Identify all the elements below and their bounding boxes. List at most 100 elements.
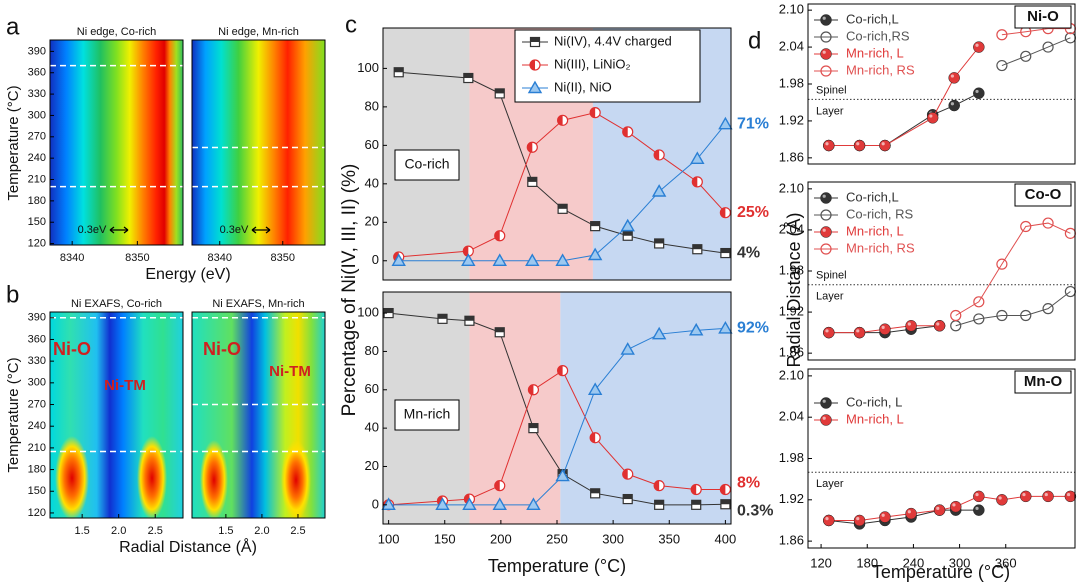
- data-point: [853, 139, 866, 152]
- y-tick-label: 20: [365, 214, 379, 229]
- x-tick-label: 150: [434, 531, 456, 546]
- marker-shine: [975, 43, 979, 47]
- y-tick-label: 210: [28, 442, 46, 454]
- data-point: [651, 326, 667, 340]
- marker-fill: [654, 480, 660, 491]
- y-tick-label: 80: [365, 343, 379, 358]
- y-tick-label: 150: [28, 216, 46, 228]
- y-tick-label: 2.04: [779, 409, 804, 424]
- marker-shine: [825, 142, 829, 146]
- x-axis-label: Radial Distance (Å): [119, 537, 257, 556]
- legend-marker: [820, 243, 832, 255]
- marker-fill: [720, 484, 726, 495]
- annotation-arrow: [109, 226, 129, 234]
- y-tick-label: 1.86: [779, 533, 804, 548]
- marker-fill: [622, 469, 628, 480]
- data-point: [948, 99, 960, 112]
- data-point: [996, 309, 1008, 322]
- series-line: [1001, 28, 1071, 36]
- marker-fill: [528, 423, 538, 429]
- legend-label: Co-rich,RS: [846, 28, 910, 43]
- y-tick-label: 180: [28, 463, 46, 475]
- data-point: [996, 258, 1008, 270]
- plot-frame: [191, 311, 326, 519]
- title-box: [1014, 370, 1072, 394]
- marker-shine: [822, 399, 826, 403]
- marker-shine: [975, 89, 979, 94]
- marker-shine: [1044, 492, 1048, 497]
- marker-fill: [384, 308, 394, 314]
- data-point: [1042, 490, 1054, 503]
- y-tick-label: 360: [28, 333, 46, 345]
- marker-shine: [1066, 492, 1071, 497]
- end-label: 8%: [737, 475, 760, 492]
- x-tick-label: 240: [903, 555, 925, 570]
- marker-fill: [692, 244, 702, 250]
- annotation: Ni-TM: [269, 363, 311, 380]
- data-point: [1020, 50, 1032, 62]
- plot-frame: [191, 39, 326, 246]
- data-point: [620, 218, 635, 232]
- marker-shine: [822, 16, 826, 20]
- marker-fill: [720, 248, 730, 254]
- legend-label: Mn-rich, L: [846, 45, 904, 60]
- data-point: [823, 514, 835, 527]
- marker-fill: [463, 73, 473, 79]
- data-point: [933, 320, 946, 332]
- data-point: [853, 514, 866, 527]
- data-point: [973, 296, 985, 308]
- y-axis-label: Radial Distance (Å): [784, 212, 804, 367]
- marker-fill: [557, 365, 563, 376]
- label-box: [394, 399, 460, 431]
- marker-fill: [654, 238, 664, 244]
- data-point: [823, 326, 835, 339]
- x-tick-label: 8340: [207, 252, 231, 264]
- data-point: [973, 41, 985, 53]
- y-tick-label: 390: [28, 45, 46, 57]
- marker-fill: [692, 176, 698, 187]
- legend-marker: [527, 80, 543, 94]
- legend-label: Mn-rich, RS: [846, 62, 915, 77]
- heatmap-blob: [55, 436, 89, 520]
- panel-note: Mn-rich: [404, 406, 451, 422]
- plot-frame: [382, 27, 732, 281]
- marker-fill: [437, 314, 447, 319]
- marker-shine: [936, 506, 940, 510]
- marker-fill: [654, 500, 664, 505]
- subplot-title: Co-O: [1025, 186, 1062, 203]
- marker-fill: [557, 115, 563, 126]
- marker-fill: [623, 494, 633, 500]
- y-tick-label: 40: [365, 175, 379, 190]
- data-point: [391, 253, 406, 266]
- marker-shine: [950, 102, 954, 106]
- data-point: [435, 497, 450, 511]
- marker-fill: [720, 207, 726, 218]
- data-point: [718, 116, 733, 130]
- data-point: [879, 323, 891, 335]
- y-tick-label: 300: [28, 109, 46, 121]
- marker-shine: [881, 142, 885, 146]
- data-point: [688, 322, 704, 336]
- marker-shine: [907, 510, 911, 514]
- marker-fill: [590, 107, 596, 118]
- data-point: [905, 507, 917, 520]
- annotation: Ni-TM: [104, 377, 146, 394]
- y-tick-label: 1.92: [779, 491, 804, 506]
- marker-fill: [527, 142, 533, 153]
- legend-label: Co-rich, RS: [846, 206, 914, 221]
- y-tick-label: 1.98: [779, 262, 804, 277]
- data-point: [462, 497, 477, 511]
- y-tick-label: 120: [28, 507, 46, 519]
- boundary-label: Layer: [816, 105, 844, 117]
- y-tick-label: 150: [28, 485, 46, 497]
- marker-fill: [691, 484, 697, 495]
- y-tick-label: 1.92: [779, 304, 804, 319]
- legend-label: Mn-rich, L: [846, 411, 904, 426]
- marker-fill: [528, 384, 534, 395]
- legend-marker: [820, 192, 832, 204]
- data-point: [1020, 309, 1032, 322]
- data-point: [1042, 303, 1054, 315]
- marker-fill: [463, 246, 469, 257]
- x-tick-label: 2.5: [148, 525, 163, 537]
